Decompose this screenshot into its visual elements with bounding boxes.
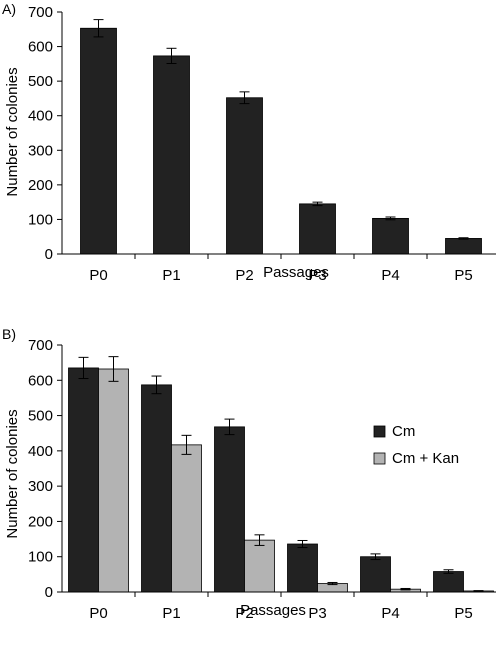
x-tick-label: P2: [235, 267, 253, 284]
y-tick-label: 600: [28, 39, 53, 56]
legend-swatch-cm-kan: [373, 452, 386, 465]
panel-b-x-tick-labels: P0 P1 P2 P3 P4 P5: [89, 592, 473, 622]
x-tick-label: P4: [381, 605, 399, 622]
legend-swatch-cm: [373, 425, 386, 438]
y-tick-label: 500: [28, 408, 53, 425]
panel-a-x-tick-labels: P0 P1 P2 P3 P4 P5: [89, 254, 473, 284]
panel-b-legend: Cm Cm + Kan: [373, 423, 459, 467]
bar: [244, 539, 275, 593]
panel-b-error-bars: [78, 356, 484, 592]
panel-b-letter: B): [2, 326, 16, 342]
panel-a-y-axis-title: Number of colonies: [4, 67, 21, 196]
y-tick-label: 100: [28, 549, 53, 566]
y-tick-label: 300: [28, 478, 53, 495]
x-tick-label: P1: [162, 605, 180, 622]
y-tick-label: 400: [28, 443, 53, 460]
bar: [98, 368, 129, 593]
legend-label-cm-kan: Cm + Kan: [392, 450, 459, 467]
bar: [68, 367, 99, 593]
bar: [80, 27, 117, 255]
y-tick-label: 200: [28, 513, 53, 530]
x-tick-label: P0: [89, 267, 107, 284]
x-tick-label: P0: [89, 605, 107, 622]
bar: [153, 55, 190, 255]
bar: [372, 217, 409, 255]
x-tick-label: P2: [235, 605, 253, 622]
panel-a-letter: A): [2, 1, 16, 17]
bar: [287, 543, 318, 593]
bar: [360, 556, 391, 593]
x-tick-label: P3: [308, 605, 326, 622]
panel-b: B) 0 100 200 300 400 500 600 700 P0 P1 P2 P3 P4 P5 P…: [2, 326, 496, 622]
bar: [214, 426, 245, 593]
panel-a-x-axis-title: Passages: [263, 264, 329, 281]
y-tick-label: 300: [28, 142, 53, 159]
y-tick-label: 0: [45, 584, 53, 601]
x-tick-label: P5: [454, 605, 472, 622]
bar: [226, 97, 263, 255]
bar: [433, 571, 464, 593]
y-tick-label: 100: [28, 211, 53, 228]
bar: [445, 238, 482, 255]
x-tick-label: P5: [454, 267, 472, 284]
panel-a: A) 0 100 200 300 400 500 600 700 P0 P1 P2 P3 P4 P5 P…: [2, 1, 496, 284]
y-tick-label: 700: [28, 4, 53, 21]
y-tick-label: 500: [28, 73, 53, 90]
x-tick-label: P1: [162, 267, 180, 284]
panel-a-bars: [80, 27, 482, 255]
panel-b-bars: [68, 367, 494, 593]
bar: [141, 384, 172, 593]
bar: [299, 203, 336, 255]
y-tick-label: 200: [28, 177, 53, 194]
panel-a-y-ticks: 0 100 200 300 400 500 600 700: [28, 4, 62, 263]
panel-b-y-ticks: 0 100 200 300 400 500 600 700: [28, 337, 62, 601]
bar: [171, 444, 202, 593]
panel-b-y-axis-title: Number of colonies: [4, 409, 21, 538]
panel-b-x-axis-title: Passages: [240, 602, 306, 619]
panel-a-error-bars: [93, 19, 469, 240]
y-tick-label: 600: [28, 372, 53, 389]
y-tick-label: 400: [28, 108, 53, 125]
y-tick-label: 700: [28, 337, 53, 354]
legend-label-cm: Cm: [392, 423, 415, 440]
y-tick-label: 0: [45, 246, 53, 263]
x-tick-label: P4: [381, 267, 399, 284]
x-tick-label: P3: [308, 267, 326, 284]
